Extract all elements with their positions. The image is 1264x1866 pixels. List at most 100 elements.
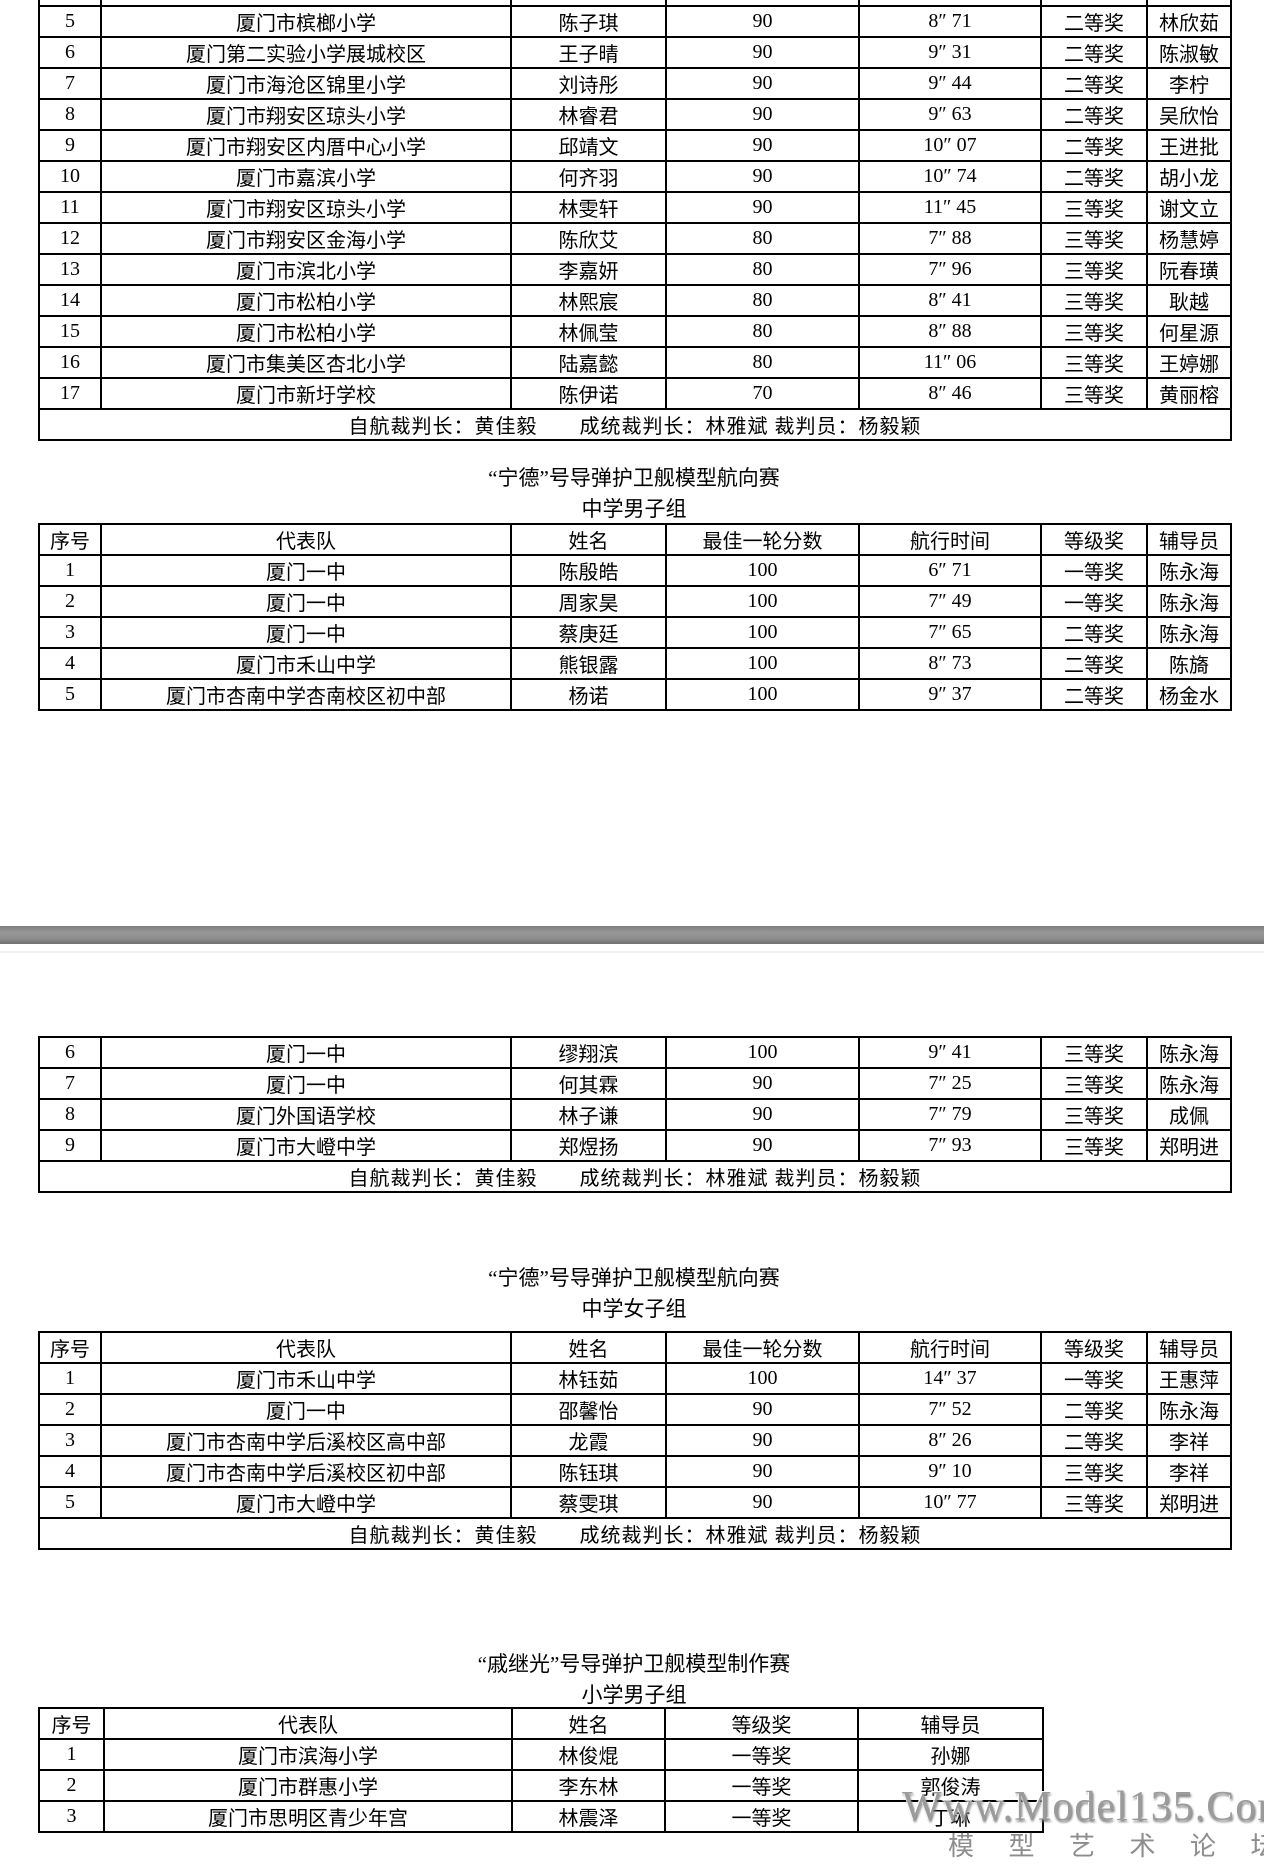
table-cell: 二等奖 bbox=[1040, 129, 1148, 162]
table-cell: 二等奖 bbox=[1040, 98, 1148, 131]
column-header: 序号 bbox=[38, 1707, 105, 1740]
table-middle-school-girls: 序号 代表队 姓名 最佳一轮分数 航行时间 等级奖 辅导员 1 厦门市禾山中学 林钰茹 100 14″… bbox=[38, 1331, 1232, 1550]
table-cell: 17 bbox=[38, 377, 102, 410]
table-cell: 100 bbox=[665, 585, 860, 618]
table-row: 5 厦门市槟榔小学 陈子琪 90 8″ 71 二等奖 林欣茹 bbox=[38, 5, 1232, 38]
table-cell: 厦门市禾山中学 bbox=[100, 1362, 512, 1395]
table-cell: 三等奖 bbox=[1040, 315, 1148, 348]
table-row: 4 厦门市禾山中学 熊银露 100 8″ 73 二等奖 陈旖 bbox=[38, 647, 1232, 680]
table-cell: 三等奖 bbox=[1040, 1455, 1148, 1488]
table-cell: 7″ 25 bbox=[858, 1067, 1042, 1100]
table-cell: 7″ 52 bbox=[858, 1393, 1042, 1426]
table-cell: 陈永海 bbox=[1146, 616, 1232, 649]
table-cell: 厦门一中 bbox=[100, 585, 512, 618]
table-cell: 厦门市翔安区琼头小学 bbox=[100, 98, 512, 131]
table-cell: 孙娜 bbox=[857, 1738, 1044, 1771]
table-cell: 2 bbox=[38, 585, 102, 618]
table-cell: 周家昊 bbox=[510, 585, 667, 618]
table-cell: 阮春璜 bbox=[1146, 253, 1232, 286]
table-cell: 二等奖 bbox=[1040, 1393, 1148, 1426]
table-cell: 二等奖 bbox=[1040, 678, 1148, 711]
table-cell: 郑煜扬 bbox=[510, 1129, 667, 1162]
table-cell: 5 bbox=[38, 1486, 102, 1519]
table-cell: 8″ 71 bbox=[858, 5, 1042, 38]
column-header: 航行时间 bbox=[858, 523, 1042, 556]
table-cell: 1 bbox=[38, 1362, 102, 1395]
table-cell: 8″ 73 bbox=[858, 647, 1042, 680]
table-cell: 90 bbox=[665, 1424, 860, 1457]
table-cell: 6 bbox=[38, 1036, 102, 1069]
table-cell: 黄丽榕 bbox=[1146, 377, 1232, 410]
table-cell: 10″ 77 bbox=[858, 1486, 1042, 1519]
table-row: 1 厦门市禾山中学 林钰茹 100 14″ 37 一等奖 王惠萍 bbox=[38, 1362, 1232, 1395]
table-cell: 厦门一中 bbox=[100, 554, 512, 587]
table-cell: 林震泽 bbox=[511, 1800, 666, 1833]
table-cell: 三等奖 bbox=[1040, 284, 1148, 317]
table-row: 10 厦门市嘉滨小学 何齐羽 90 10″ 74 二等奖 胡小龙 bbox=[38, 160, 1232, 193]
table-cell: 100 bbox=[665, 554, 860, 587]
clipped-row-remnant bbox=[38, 0, 1232, 7]
table-cell: 厦门市杏南中学后溪校区高中部 bbox=[100, 1424, 512, 1457]
table-row: 2 厦门市群惠小学 李东林 一等奖 郭俊涛 bbox=[38, 1769, 1044, 1802]
table-cell: 11″ 06 bbox=[858, 346, 1042, 379]
table-cell: 4 bbox=[38, 647, 102, 680]
table-cell: 三等奖 bbox=[1040, 1098, 1148, 1131]
table-cell: 90 bbox=[665, 36, 860, 69]
watermark-forum-name: 模 型 艺 术 论 坛 bbox=[948, 1832, 1264, 1861]
table-row: 3 厦门市杏南中学后溪校区高中部 龙霞 90 8″ 26 二等奖 李祥 bbox=[38, 1424, 1232, 1457]
table-cell: 陈欣艾 bbox=[510, 222, 667, 255]
table-row: 6 厦门第二实验小学展城校区 王子晴 90 9″ 31 二等奖 陈淑敏 bbox=[38, 36, 1232, 69]
table-cell: 二等奖 bbox=[1040, 160, 1148, 193]
table-cell: 陈伊诺 bbox=[510, 377, 667, 410]
column-header: 姓名 bbox=[510, 1331, 667, 1364]
table-cell: 100 bbox=[665, 616, 860, 649]
table-row: 3 厦门一中 蔡庚廷 100 7″ 65 二等奖 陈永海 bbox=[38, 616, 1232, 649]
table-cell: 100 bbox=[665, 1362, 860, 1395]
table-cell: 厦门一中 bbox=[100, 1393, 512, 1426]
table-cell: 陆嘉懿 bbox=[510, 346, 667, 379]
table-cell: 三等奖 bbox=[1040, 346, 1148, 379]
table-cell: 林佩莹 bbox=[510, 315, 667, 348]
table-row: 1 厦门一中 陈殷皓 100 6″ 71 一等奖 陈永海 bbox=[38, 554, 1232, 587]
table-cell: 林子谦 bbox=[510, 1098, 667, 1131]
judges-row: 自航裁判长：黄佳毅 成统裁判长：林雅斌 裁判员：杨毅颖 bbox=[38, 1160, 1232, 1193]
table-cell: 厦门市松柏小学 bbox=[100, 284, 512, 317]
table-primary-school-making-contest: 序号 代表队 姓名 等级奖 辅导员 1 厦门市滨海小学 林俊焜 一等奖 孙娜 2 厦门市群惠小学 李东林… bbox=[38, 1707, 1044, 1833]
table-middle-school-boys-part2: 6 厦门一中 缪翔滨 100 9″ 41 三等奖 陈永海 7 厦门一中 何其霖 90 7″ 25 三等奖… bbox=[38, 1036, 1232, 1193]
table-cell: 80 bbox=[665, 346, 860, 379]
table-cell: 厦门市海沧区锦里小学 bbox=[100, 67, 512, 100]
table-cell: 陈永海 bbox=[1146, 1067, 1232, 1100]
table-cell: 7″ 65 bbox=[858, 616, 1042, 649]
header-row: 序号 代表队 姓名 最佳一轮分数 航行时间 等级奖 辅导员 bbox=[38, 1331, 1232, 1364]
table-cell: 陈淑敏 bbox=[1146, 36, 1232, 69]
table-cell: 李嘉妍 bbox=[510, 253, 667, 286]
table-cell bbox=[38, 0, 102, 7]
table-cell: 三等奖 bbox=[1040, 191, 1148, 224]
table-cell: 三等奖 bbox=[1040, 1067, 1148, 1100]
middle-school-boys-results-part2: 6 厦门一中 缪翔滨 100 9″ 41 三等奖 陈永海 7 厦门一中 何其霖 90 7″ 25 三等奖… bbox=[38, 1036, 1232, 1193]
table-cell: 16 bbox=[38, 346, 102, 379]
judges-row: 自航裁判长：黄佳毅 成统裁判长：林雅斌 裁判员：杨毅颖 bbox=[38, 1517, 1232, 1550]
table-cell: 6″ 71 bbox=[858, 554, 1042, 587]
table-cell: 11″ 45 bbox=[858, 191, 1042, 224]
table-row: 2 厦门一中 邵馨怡 90 7″ 52 二等奖 陈永海 bbox=[38, 1393, 1232, 1426]
table-cell: 陈永海 bbox=[1146, 1036, 1232, 1069]
table-row: 2 厦门一中 周家昊 100 7″ 49 一等奖 陈永海 bbox=[38, 585, 1232, 618]
table-cell: 成佩 bbox=[1146, 1098, 1232, 1131]
table-cell: 90 bbox=[665, 191, 860, 224]
table-cell: 8″ 26 bbox=[858, 1424, 1042, 1457]
table-row: 13 厦门市滨北小学 李嘉妍 80 7″ 96 三等奖 阮春璜 bbox=[38, 253, 1232, 286]
table-cell: 杨金水 bbox=[1146, 678, 1232, 711]
table-cell: 厦门市禾山中学 bbox=[100, 647, 512, 680]
table-cell: 厦门一中 bbox=[100, 1036, 512, 1069]
table-cell: 厦门市翔安区内厝中心小学 bbox=[100, 129, 512, 162]
table-cell: 郭俊涛 bbox=[857, 1769, 1044, 1802]
section-subtitle-primary-school-boys: 小学男子组 bbox=[581, 1683, 687, 1707]
table-row: 5 厦门市大嶝中学 蔡雯琪 90 10″ 77 三等奖 郑明进 bbox=[38, 1486, 1232, 1519]
table-row: 5 厦门市杏南中学杏南校区初中部 杨诺 100 9″ 37 二等奖 杨金水 bbox=[38, 678, 1232, 711]
table-cell: 8″ 41 bbox=[858, 284, 1042, 317]
table-cell: 三等奖 bbox=[1040, 1129, 1148, 1162]
table-cell: 何星源 bbox=[1146, 315, 1232, 348]
table-cell: 何其霖 bbox=[510, 1067, 667, 1100]
table-cell: 一等奖 bbox=[664, 1738, 859, 1771]
